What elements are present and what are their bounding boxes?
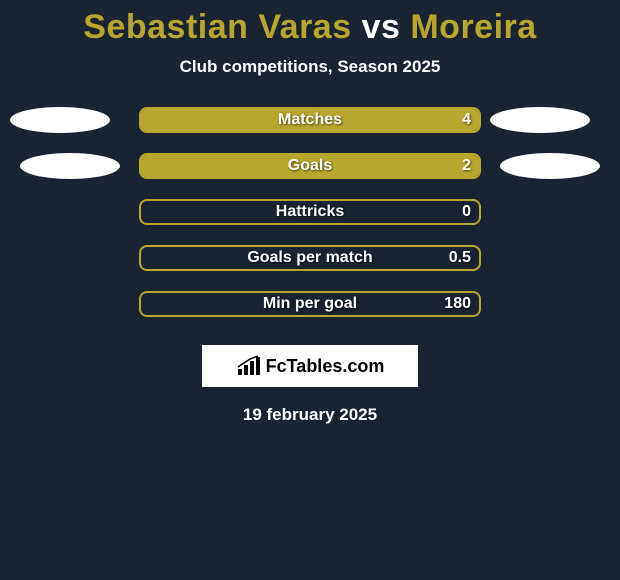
bar-track: Goals per match 0.5 [139,245,481,271]
bar-label: Hattricks [276,203,344,221]
bar-label: Goals per match [247,249,372,267]
ellipse-left [10,107,110,133]
bar-label: Goals [288,157,332,175]
value-right: 180 [444,295,471,313]
date-line: 19 february 2025 [0,405,620,425]
bar-track: Min per goal 180 [139,291,481,317]
value-right: 4 [462,111,471,129]
player2-name: Moreira [410,8,536,46]
subtitle: Club competitions, Season 2025 [0,57,620,77]
stat-row: Goals per match 0.5 [0,245,620,271]
logo-chart-icon [236,355,262,377]
page-title: Sebastian Varas vs Moreira [0,8,620,47]
stat-rows: Matches 4 Goals 2 Hattricks 0 Goals per match 0… [0,107,620,317]
value-right: 0.5 [449,249,471,267]
vs-text: vs [362,8,401,46]
logo-inner: FcTables.com [236,355,385,377]
bar-track: Hattricks 0 [139,199,481,225]
logo-box: FcTables.com [202,345,418,387]
stat-row: Hattricks 0 [0,199,620,225]
value-right: 2 [462,157,471,175]
stat-row: Min per goal 180 [0,291,620,317]
value-right: 0 [462,203,471,221]
bar-track: Matches 4 [139,107,481,133]
bar-track: Goals 2 [139,153,481,179]
ellipse-right [500,153,600,179]
bar-label: Matches [278,111,342,129]
logo-text: FcTables.com [266,356,385,377]
player1-name: Sebastian Varas [83,8,351,46]
stat-row: Goals 2 [0,153,620,179]
stat-row: Matches 4 [0,107,620,133]
ellipse-right [490,107,590,133]
ellipse-left [20,153,120,179]
comparison-infographic: Sebastian Varas vs Moreira Club competit… [0,0,620,580]
bar-label: Min per goal [263,295,357,313]
